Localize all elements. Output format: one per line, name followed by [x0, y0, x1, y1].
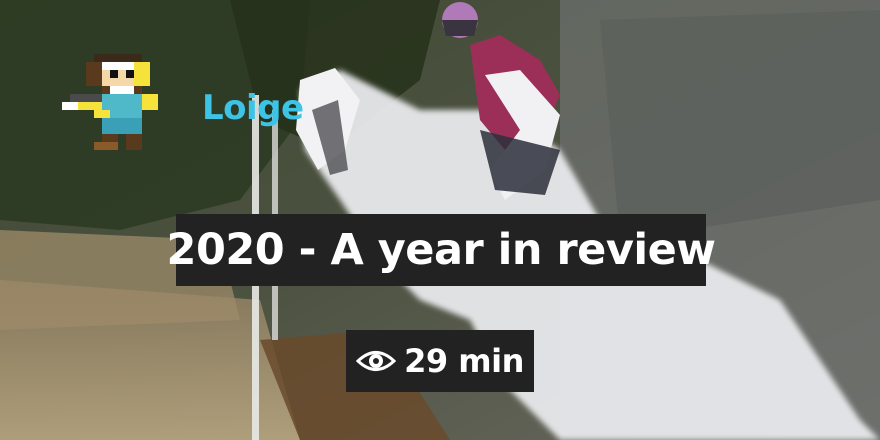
pixel-art-avatar-icon: [62, 54, 158, 150]
reading-time: 29 min: [404, 342, 524, 380]
brand-name: Loige: [202, 88, 304, 128]
reading-time-badge: 29 min: [346, 330, 534, 392]
post-title: 2020 - A year in review: [166, 225, 716, 275]
title-label: 2020 - A year in review: [167, 214, 716, 286]
eye-icon: [356, 351, 397, 371]
